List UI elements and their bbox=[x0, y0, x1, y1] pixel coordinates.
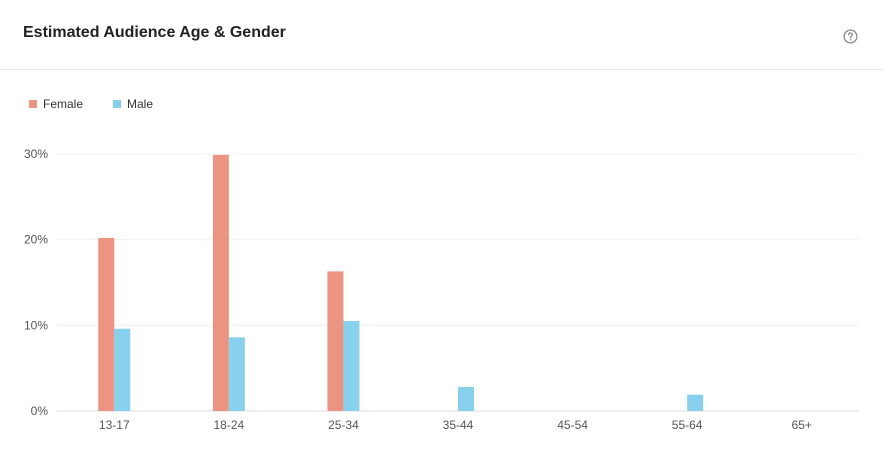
help-icon[interactable] bbox=[843, 29, 858, 44]
legend-item-female[interactable]: Female bbox=[29, 97, 83, 111]
bar-female-25-34[interactable] bbox=[327, 271, 344, 411]
x-tick-label: 25-34 bbox=[328, 418, 359, 432]
card-header: Estimated Audience Age & Gender bbox=[0, 0, 883, 70]
legend-swatch-female bbox=[29, 100, 37, 108]
x-tick-label: 65+ bbox=[792, 418, 812, 432]
legend-label-male: Male bbox=[127, 97, 154, 111]
x-tick-label: 13-17 bbox=[99, 418, 130, 432]
y-tick-label: 30% bbox=[24, 147, 48, 161]
y-tick-label: 20% bbox=[24, 233, 48, 247]
bar-male-18-24[interactable] bbox=[228, 337, 245, 411]
bar-female-18-24[interactable] bbox=[212, 154, 229, 411]
legend-item-male[interactable]: Male bbox=[113, 97, 153, 111]
bar-male-13-17[interactable] bbox=[114, 328, 131, 411]
x-tick-label: 45-54 bbox=[557, 418, 588, 432]
bar-female-13-17[interactable] bbox=[98, 237, 115, 411]
y-tick-label: 10% bbox=[24, 318, 48, 332]
bar-male-35-44[interactable] bbox=[458, 387, 474, 411]
x-tick-label: 18-24 bbox=[214, 418, 245, 432]
legend-label-female: Female bbox=[43, 97, 84, 111]
bar-male-55-64[interactable] bbox=[687, 394, 704, 411]
bar-male-25-34[interactable] bbox=[343, 321, 360, 411]
card-title: Estimated Audience Age & Gender bbox=[23, 24, 286, 41]
chart-legend: Female Male bbox=[29, 96, 183, 112]
x-tick-label: 35-44 bbox=[443, 418, 474, 432]
y-tick-label: 0% bbox=[31, 404, 49, 418]
legend-swatch-male bbox=[113, 100, 122, 108]
x-tick-label: 55-64 bbox=[672, 418, 703, 432]
